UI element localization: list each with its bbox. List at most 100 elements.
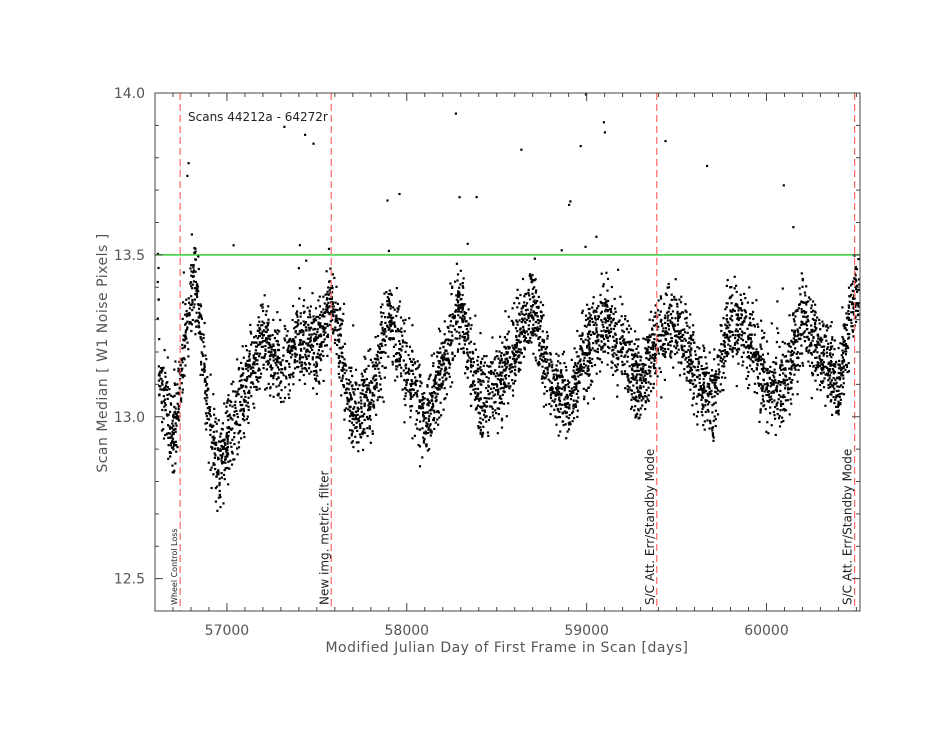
data-point <box>575 387 578 390</box>
data-point <box>266 328 269 331</box>
data-point <box>534 314 537 317</box>
data-point <box>526 308 529 311</box>
data-point <box>444 378 447 381</box>
data-point <box>711 427 714 430</box>
data-point <box>798 337 801 340</box>
data-point <box>626 320 629 323</box>
data-point <box>369 389 372 392</box>
data-point <box>779 403 782 406</box>
data-point <box>748 344 751 347</box>
data-point <box>854 305 857 308</box>
data-point <box>557 360 560 363</box>
data-point <box>351 430 354 433</box>
data-point <box>826 346 829 349</box>
data-point <box>553 408 556 411</box>
data-point <box>230 417 233 420</box>
data-point <box>315 361 318 364</box>
data-point <box>340 355 343 358</box>
data-point <box>556 382 560 385</box>
data-point <box>837 371 840 375</box>
data-point <box>483 413 486 416</box>
data-point <box>285 377 288 380</box>
data-point <box>648 334 651 337</box>
data-point <box>268 338 272 341</box>
data-point <box>636 390 639 393</box>
data-point <box>616 395 619 398</box>
data-point <box>623 355 626 358</box>
data-point <box>794 323 797 326</box>
data-point <box>217 473 220 476</box>
data-point <box>539 357 542 360</box>
data-point <box>781 396 784 399</box>
data-point <box>434 386 437 389</box>
data-point <box>224 443 227 446</box>
data-point <box>810 352 813 355</box>
data-point <box>520 321 523 324</box>
data-point <box>168 425 171 428</box>
data-point <box>725 324 728 327</box>
data-point <box>481 433 484 437</box>
data-point <box>728 324 731 327</box>
data-point <box>761 395 764 398</box>
data-point <box>842 338 845 341</box>
data-point <box>736 303 739 306</box>
data-point <box>530 341 533 344</box>
data-point <box>501 341 504 344</box>
data-point <box>810 353 814 356</box>
data-point <box>329 287 332 290</box>
data-point <box>479 431 482 434</box>
data-point <box>256 359 259 362</box>
data-point <box>568 389 571 393</box>
data-point <box>777 417 781 420</box>
data-point <box>644 400 647 403</box>
data-point <box>667 325 670 328</box>
data-point <box>499 359 502 362</box>
data-point <box>851 282 854 286</box>
data-point <box>215 475 218 478</box>
data-point <box>745 340 748 344</box>
data-point <box>823 334 826 337</box>
data-point <box>815 364 818 367</box>
data-point <box>521 277 525 281</box>
data-point <box>517 340 520 343</box>
data-point <box>241 403 244 407</box>
data-point <box>312 142 315 145</box>
data-point <box>340 323 343 326</box>
data-point <box>615 365 618 369</box>
data-point <box>332 308 335 311</box>
data-point <box>230 382 233 386</box>
data-point <box>793 373 796 376</box>
data-point <box>762 363 765 366</box>
data-point <box>228 467 231 470</box>
data-point <box>416 360 419 363</box>
data-point <box>246 359 249 362</box>
data-point <box>213 437 216 440</box>
data-point <box>486 431 489 434</box>
data-point <box>721 365 724 368</box>
data-point <box>678 298 681 301</box>
data-point <box>422 419 425 423</box>
data-point <box>431 394 434 397</box>
data-point <box>290 348 293 351</box>
data-point <box>675 342 678 345</box>
data-point <box>256 363 259 366</box>
data-point <box>483 404 486 408</box>
data-point <box>683 372 686 375</box>
data-point <box>213 413 216 416</box>
data-point <box>539 354 542 357</box>
data-point <box>283 396 287 400</box>
data-point <box>747 344 750 347</box>
data-point <box>636 373 639 376</box>
data-point <box>499 371 502 374</box>
data-point <box>603 342 606 345</box>
data-point <box>838 395 841 399</box>
data-point <box>740 344 743 347</box>
data-point <box>742 351 745 354</box>
data-point <box>739 323 742 326</box>
data-point <box>613 332 617 335</box>
data-point <box>160 382 164 385</box>
data-point <box>825 339 828 342</box>
data-point <box>427 417 430 420</box>
data-point <box>364 394 368 397</box>
data-point <box>252 382 255 385</box>
